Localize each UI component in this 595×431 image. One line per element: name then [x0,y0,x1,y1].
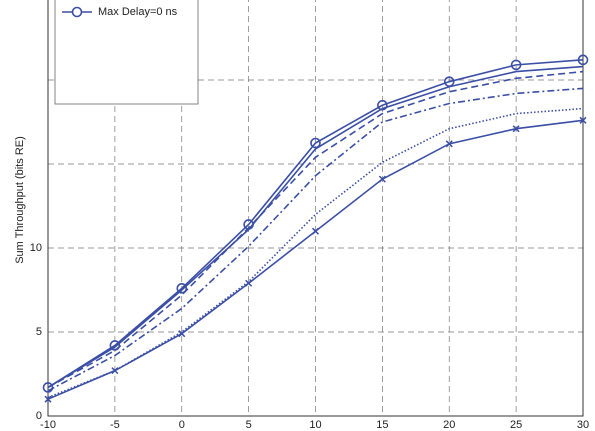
y-tick-label: 5 [36,326,42,338]
legend-marker [71,6,83,18]
y-tick-label: 0 [36,410,42,422]
x-tick-label: -5 [110,419,120,431]
y-tick-label: 10 [30,242,42,254]
marker [245,279,253,287]
legend-box [54,0,199,105]
series-line [47,87,584,392]
series-line [47,107,584,399]
x-tick-label: 25 [510,419,522,431]
marker [577,54,589,66]
x-tick-label: 15 [376,419,388,431]
series-line [47,65,584,389]
x-tick-label: 5 [246,419,252,431]
marker [377,99,388,111]
series-line [47,59,584,389]
marker [178,330,186,338]
x-tick-label: 30 [577,419,589,431]
legend-label: Max Delay=0 ns [98,6,178,18]
x-tick-label: 10 [309,419,321,431]
marker [109,340,121,351]
x-tick-label: -10 [40,419,56,431]
marker [310,137,321,149]
x-tick-label: 20 [443,419,455,431]
marker [44,395,52,403]
marker [510,59,522,71]
marker [378,175,386,183]
plot-frame [47,0,584,417]
y-axis-label: Sum Throughput (bits RE) [14,136,26,264]
marker [176,283,188,294]
marker [111,367,119,375]
marker [512,125,520,133]
marker [445,140,453,148]
marker [311,227,320,235]
marker [579,116,587,124]
marker [42,382,54,393]
x-tick-label: 0 [179,419,185,431]
series-line [47,70,584,389]
